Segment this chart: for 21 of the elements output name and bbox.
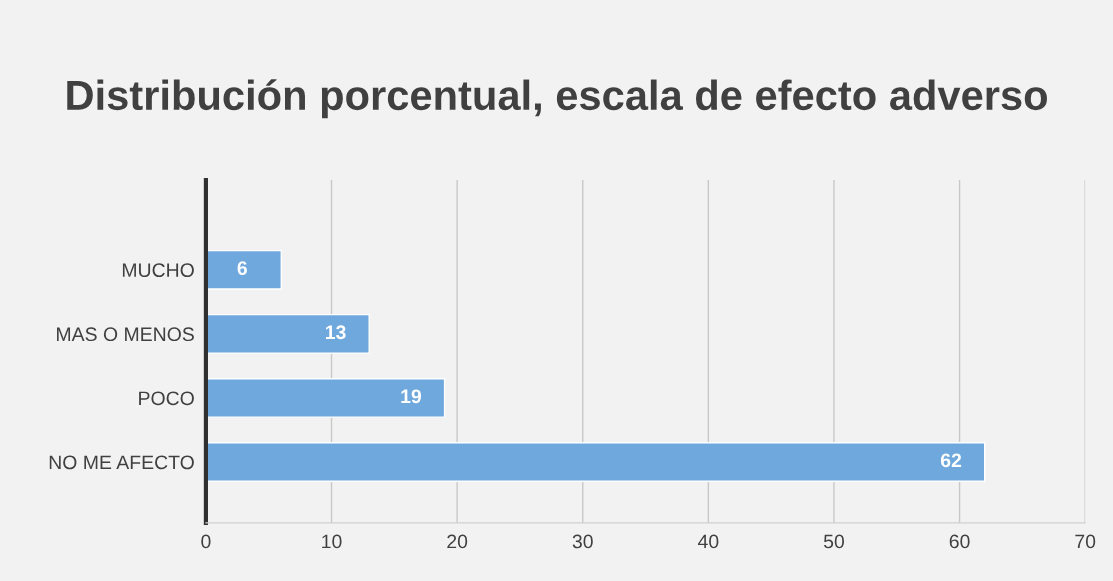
y-tick-label: NO ME AFECTO: [49, 455, 194, 470]
x-tick-label: 30: [572, 534, 593, 549]
y-tick-label: POCO: [139, 391, 194, 406]
x-tick-label: 10: [322, 534, 342, 549]
bar: [205, 249, 282, 290]
data-label: 6: [237, 261, 247, 276]
x-tick-label: 50: [823, 534, 845, 549]
bar: [205, 378, 446, 418]
x-tick-label: 70: [1075, 534, 1096, 549]
data-label: 13: [325, 325, 346, 340]
data-label: 62: [940, 453, 962, 468]
x-tick-label: 40: [697, 534, 719, 549]
y-tick-label: MAS O MENOS: [57, 327, 194, 342]
y-tick-label: MUCHO: [122, 263, 194, 278]
bar: [205, 313, 370, 354]
x-tick-label: 0: [201, 534, 211, 549]
x-tick-label: 20: [447, 534, 468, 549]
chart-title: Distribución porcentual, escala de efecto adverso: [67, 79, 1047, 119]
x-tick-label: 60: [949, 534, 970, 549]
data-label: 19: [401, 389, 422, 404]
bar: [205, 442, 986, 482]
